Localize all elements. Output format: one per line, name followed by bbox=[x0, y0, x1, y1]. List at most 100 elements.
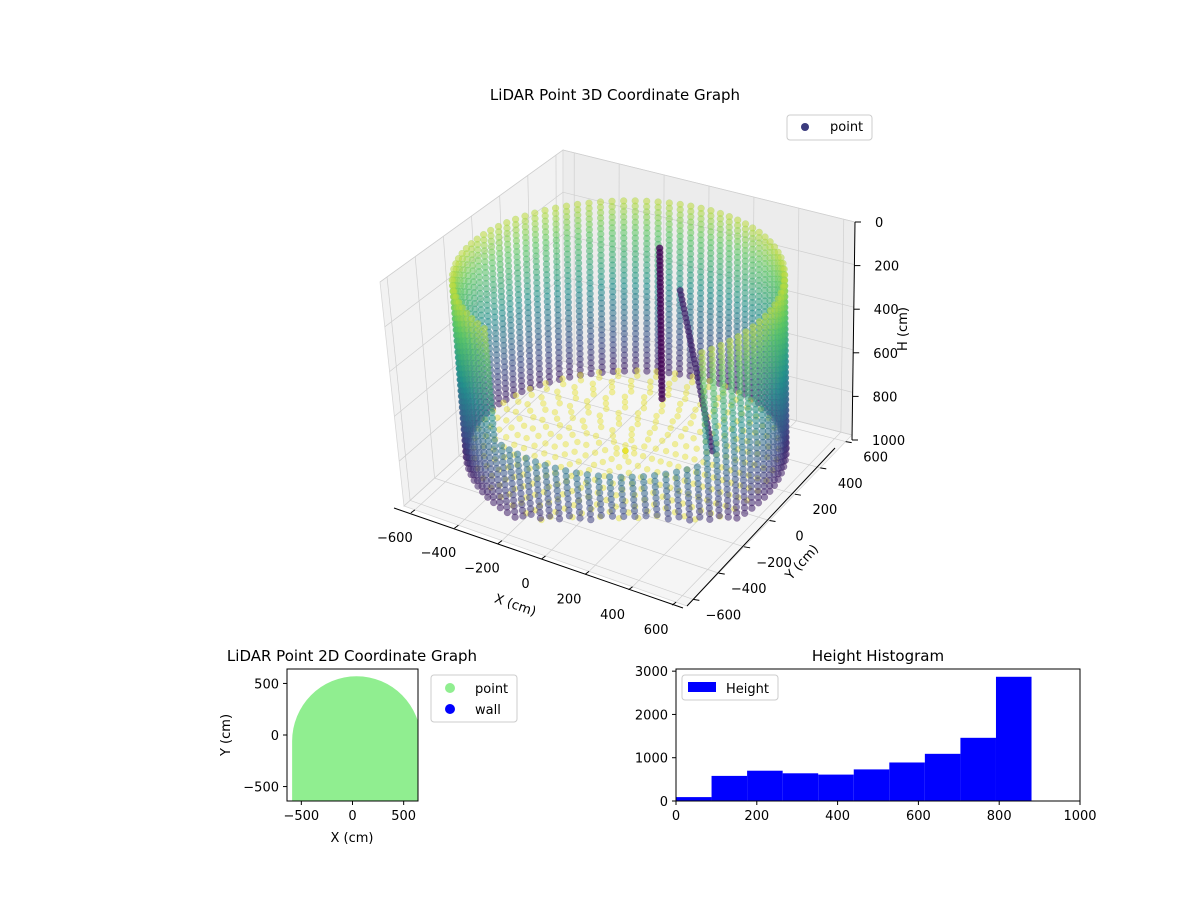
point-marker bbox=[632, 367, 640, 375]
point-marker bbox=[566, 373, 574, 381]
point-marker bbox=[682, 389, 690, 397]
hist-bar bbox=[747, 770, 783, 801]
x-tick-label: −400 bbox=[421, 546, 457, 561]
point-marker bbox=[500, 399, 507, 406]
point-marker bbox=[520, 444, 528, 452]
point-marker bbox=[597, 418, 604, 425]
point-marker bbox=[622, 447, 629, 455]
point-marker bbox=[681, 453, 689, 461]
point-marker bbox=[571, 448, 578, 456]
point-marker bbox=[582, 452, 589, 459]
point-marker bbox=[575, 458, 582, 465]
point-marker bbox=[545, 512, 554, 520]
point-marker bbox=[538, 394, 545, 401]
point-marker bbox=[503, 406, 511, 413]
y-tick-mark bbox=[744, 546, 751, 549]
point-marker bbox=[583, 430, 590, 437]
point-marker bbox=[562, 440, 569, 448]
point-marker bbox=[733, 514, 741, 522]
z-tick-label: 600 bbox=[873, 347, 898, 362]
plot2d-y-label: Y (cm) bbox=[219, 714, 234, 757]
point-marker bbox=[531, 442, 538, 449]
point-marker bbox=[503, 508, 512, 517]
point-marker bbox=[620, 367, 629, 375]
point-marker bbox=[583, 441, 590, 449]
point-marker bbox=[671, 440, 679, 448]
y-tick-label: 400 bbox=[838, 477, 863, 492]
point-marker bbox=[665, 369, 673, 377]
y-tick-mark bbox=[820, 467, 827, 470]
point-marker bbox=[511, 513, 519, 521]
point-marker bbox=[657, 458, 664, 465]
hist-bar bbox=[995, 676, 1032, 801]
plot2d-title: LiDAR Point 2D Coordinate Graph bbox=[227, 647, 477, 665]
legend-point-label: point bbox=[830, 120, 863, 135]
y-tick-label: 200 bbox=[812, 503, 837, 518]
point-marker bbox=[653, 412, 660, 420]
point-marker bbox=[696, 513, 704, 521]
legend-wall-label: wall bbox=[475, 703, 501, 718]
point-marker bbox=[502, 433, 510, 441]
point-marker bbox=[621, 404, 629, 411]
y-tick-label: 600 bbox=[863, 451, 888, 466]
point-marker bbox=[510, 391, 518, 400]
point-marker bbox=[556, 422, 564, 429]
point-marker bbox=[596, 412, 604, 419]
point-marker bbox=[542, 440, 549, 447]
point-marker bbox=[512, 392, 520, 399]
y-tick-label: −500 bbox=[243, 781, 279, 796]
point-marker bbox=[556, 400, 563, 407]
point-marker bbox=[596, 374, 603, 381]
point-marker bbox=[603, 405, 610, 413]
y-tick-label: 500 bbox=[254, 677, 279, 692]
point-marker bbox=[590, 461, 598, 469]
point-marker bbox=[512, 408, 520, 416]
point-marker bbox=[595, 439, 603, 447]
point-marker bbox=[690, 435, 697, 442]
point-marker bbox=[653, 511, 661, 519]
point-marker bbox=[614, 367, 622, 375]
point-marker bbox=[664, 431, 672, 439]
point-marker bbox=[535, 432, 542, 440]
point-marker bbox=[516, 415, 523, 422]
point-marker bbox=[601, 446, 609, 454]
point-marker bbox=[662, 447, 670, 455]
x-tick-label: −200 bbox=[464, 562, 500, 577]
point-marker bbox=[664, 515, 672, 523]
y-tick-label: 0 bbox=[271, 729, 279, 744]
plot3d-legend: point bbox=[786, 114, 873, 141]
point-marker bbox=[568, 408, 575, 416]
point-marker bbox=[515, 398, 522, 405]
point-marker bbox=[627, 377, 635, 385]
x-tick-label: 400 bbox=[825, 809, 850, 824]
y-tick-label: 1000 bbox=[635, 752, 668, 767]
plot3d-point-cloud bbox=[448, 197, 790, 524]
point-marker bbox=[608, 388, 616, 396]
point-marker bbox=[526, 385, 534, 393]
point-marker bbox=[760, 493, 769, 501]
point-marker bbox=[585, 409, 592, 416]
point-marker bbox=[658, 437, 666, 445]
x-tick-label: 0 bbox=[521, 577, 529, 592]
x-tick-label: 500 bbox=[391, 809, 416, 824]
x-tick-label: 400 bbox=[600, 608, 625, 623]
point-marker bbox=[634, 420, 641, 428]
point-marker bbox=[555, 394, 562, 401]
point-marker bbox=[622, 442, 629, 449]
legend-point-marker bbox=[801, 123, 809, 131]
z-tick-label: 400 bbox=[874, 303, 899, 318]
hist-title: Height Histogram bbox=[812, 647, 944, 665]
point-marker bbox=[561, 451, 569, 458]
point-marker bbox=[625, 458, 632, 465]
point-marker bbox=[520, 422, 528, 430]
point-marker bbox=[646, 389, 654, 396]
x-tick-mark bbox=[584, 570, 590, 575]
point-marker bbox=[496, 426, 503, 433]
point-marker bbox=[628, 431, 635, 438]
point-marker bbox=[634, 462, 642, 470]
point-marker bbox=[597, 511, 605, 520]
point-marker bbox=[551, 409, 559, 416]
point-marker bbox=[508, 424, 515, 431]
point-marker bbox=[511, 441, 518, 448]
